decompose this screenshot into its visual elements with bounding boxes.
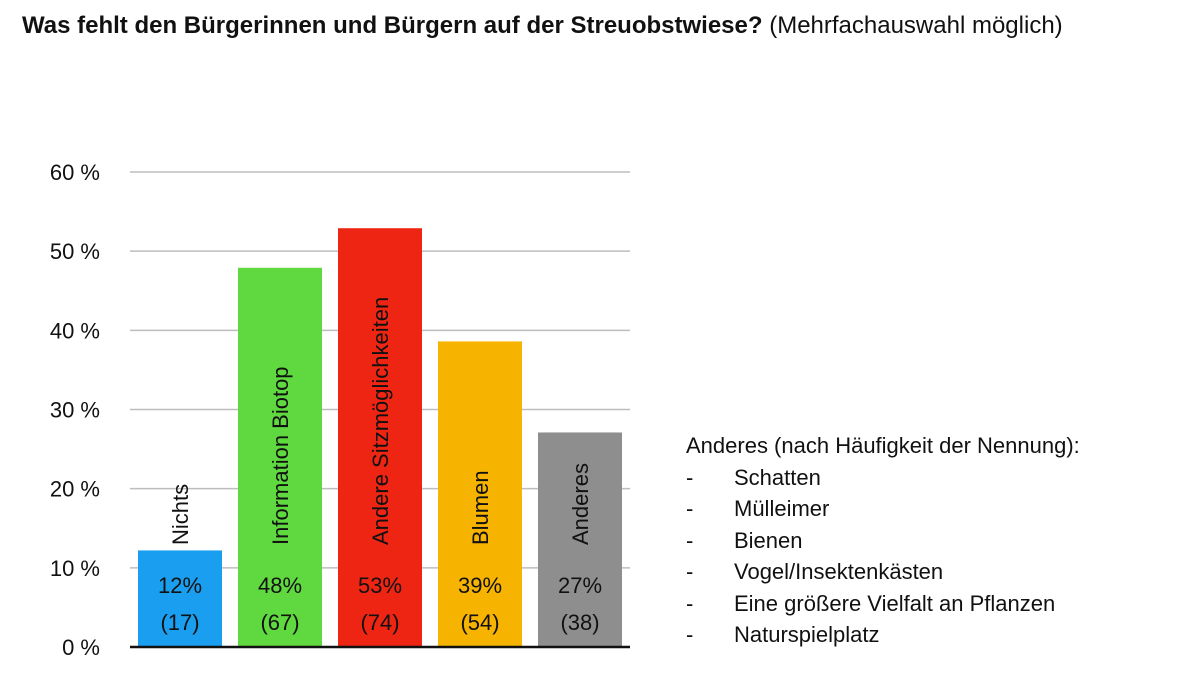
anderes-notes: Anderes (nach Häufigkeit der Nennung): -… [686,430,1080,651]
bullet-dash: - [686,622,694,647]
bar [338,228,422,648]
bar [538,432,622,647]
category-label: Information Biotop [268,366,293,545]
bar-count-label: (54) [460,610,499,635]
bullet-dash: - [686,496,694,521]
notes-item-label: Vogel/Insektenkästen [734,559,944,584]
bullet-dash: - [686,527,694,553]
bullet-dash: - [686,559,694,584]
category-label: Andere Sitzmöglichkeiten [368,297,393,545]
bar-chart: 0 % 10 % 20 % 30 % 40 % 50 % 60 % 12% (17) Nichts… [50,160,630,660]
category-label: Nichts [168,484,193,545]
notes-item: - Bienen [686,525,1080,557]
chart-title: Was fehlt den Bürgerinnen und Bürgern au… [22,12,1063,40]
y-tick-label: 40 % [50,318,100,343]
bar-percent-label: 53% [358,573,402,598]
bullet-dash: - [686,464,694,490]
bar [238,267,322,647]
bar-percent-label: 27% [558,573,602,598]
notes-item-label: Bienen [734,527,803,553]
notes-item-label: Mülleimer [734,496,830,521]
notes-item-label: Naturspielplatz [734,622,880,647]
bar-percent-label: 39% [458,573,502,598]
notes-item: - Vogel/Insektenkästen [686,556,1080,588]
bar-percent-label: 12% [158,573,202,598]
notes-item-label: Eine größere Vielfalt an Pflanzen [734,590,1056,616]
category-label: Blumen [468,470,493,545]
notes-item: - Eine größere Vielfalt an Pflanzen [686,588,1080,620]
y-tick-label: 10 % [50,556,100,581]
notes-list: - Schatten - Mülleimer - Bienen - Vogel/Insekte… [686,462,1080,651]
bar-count-label: (74) [360,610,399,635]
y-tick-label: 20 % [50,477,100,502]
bar-percent-label: 48% [258,573,302,598]
y-tick-label: 30 % [50,398,100,423]
chart-title-main: Was fehlt den Bürgerinnen und Bürgern au… [22,12,763,39]
y-tick-label: 0 % [62,635,100,660]
notes-heading: Anderes (nach Häufigkeit der Nennung): [686,433,1080,458]
notes-item: - Naturspielplatz [686,619,1080,651]
y-tick-label: 50 % [50,239,100,264]
bar-count-label: (67) [260,610,299,635]
bar [438,341,522,647]
chart-title-note: (Mehrfachauswahl möglich) [769,12,1063,39]
bar [138,550,222,647]
bullet-dash: - [686,590,694,616]
notes-item-label: Schatten [734,464,821,490]
y-tick-label: 60 % [50,160,100,185]
notes-item: - Schatten [686,462,1080,494]
bar-count-label: (38) [560,610,599,635]
category-label: Anderes [568,463,593,545]
notes-item: - Mülleimer [686,493,1080,525]
bar-count-label: (17) [160,610,199,635]
